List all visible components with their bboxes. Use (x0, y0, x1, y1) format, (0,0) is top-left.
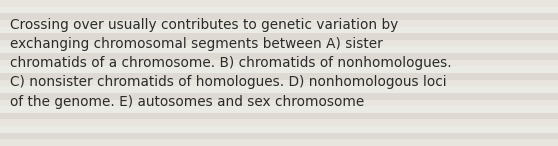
Bar (0, 126, 558, 133)
Bar (0, 60, 558, 66)
Bar (0, 13, 558, 20)
Bar (0, 53, 558, 60)
Bar (0, 100, 558, 106)
Text: Crossing over usually contributes to genetic variation by
exchanging chromosomal: Crossing over usually contributes to gen… (10, 18, 451, 109)
Bar (0, 113, 558, 119)
Bar (0, 73, 558, 80)
Bar (0, 20, 558, 27)
Bar (0, 46, 558, 53)
Bar (0, 133, 558, 139)
Bar (0, 0, 558, 7)
Bar (0, 40, 558, 46)
Bar (0, 86, 558, 93)
Bar (0, 66, 558, 73)
Bar (0, 27, 558, 33)
Bar (0, 119, 558, 126)
Bar (0, 139, 558, 146)
Bar (0, 80, 558, 86)
Bar (0, 7, 558, 13)
Bar (0, 93, 558, 100)
Bar (0, 106, 558, 113)
Bar (0, 33, 558, 40)
